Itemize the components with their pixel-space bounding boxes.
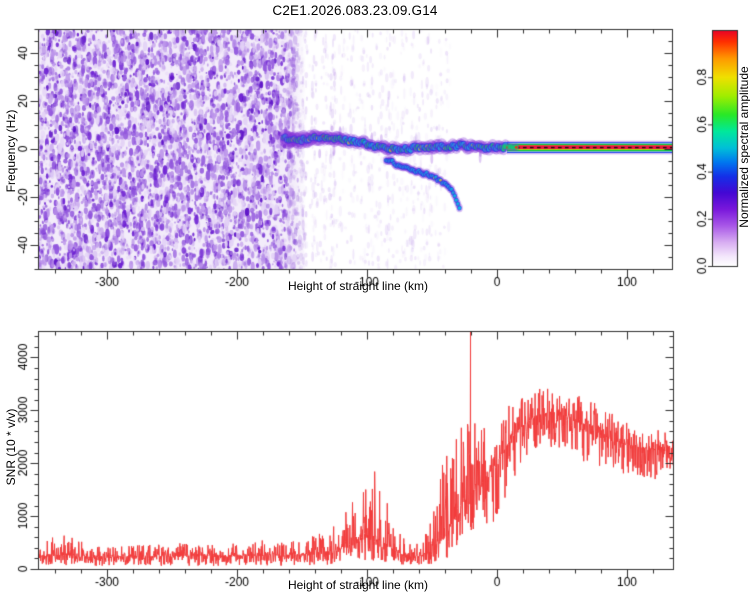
spectrogram-y-axis-label: Frequency (Hz) — [4, 109, 18, 193]
snr-canvas — [0, 300, 750, 600]
colorbar-label: Normalized spectral amplitude — [737, 66, 750, 228]
spectrogram-x-axis-label: Height of straight line (km) — [287, 279, 429, 293]
plot-title: C2E1.2026.083.23.09.G14 — [272, 3, 438, 18]
snr-y-axis-label: SNR (10 * v/v) — [4, 408, 18, 486]
snr-x-axis-label: Height of straight line (km) — [287, 578, 429, 592]
spectrogram-canvas — [0, 0, 750, 300]
